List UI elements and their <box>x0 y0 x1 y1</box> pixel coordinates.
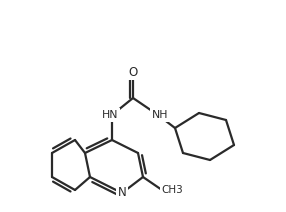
Text: NH: NH <box>152 110 168 120</box>
Text: N: N <box>118 187 126 199</box>
Text: HN: HN <box>102 110 118 120</box>
Text: CH3: CH3 <box>161 185 183 195</box>
Text: O: O <box>128 66 138 78</box>
